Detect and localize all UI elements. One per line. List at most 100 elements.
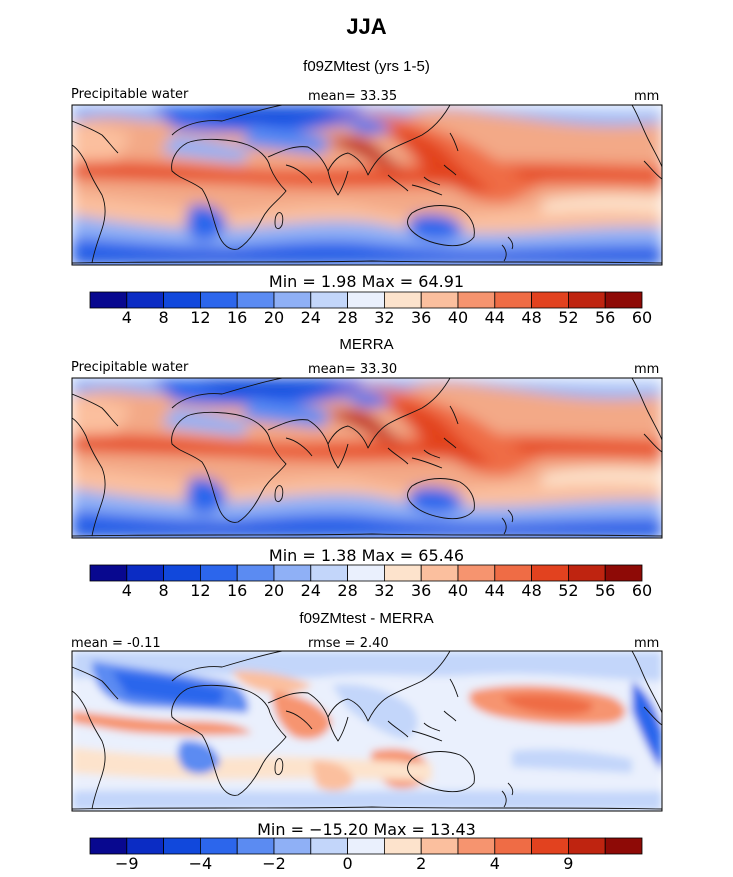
panel-obs-units: mm bbox=[634, 362, 660, 377]
colorbar-tick-label: 36 bbox=[411, 308, 432, 327]
colorbar-tick-label: 2 bbox=[416, 854, 427, 873]
colorbar-tick-label: 44 bbox=[484, 581, 505, 600]
colorbar-tick-label: 4 bbox=[121, 581, 132, 600]
colorbar-tick-label: 40 bbox=[447, 308, 469, 327]
colorbar-tick-label: 8 bbox=[158, 308, 169, 327]
colorbar-tick-label: 16 bbox=[227, 308, 248, 327]
colorbar-swatch bbox=[126, 564, 165, 582]
colorbar-swatch bbox=[420, 564, 459, 582]
colorbar-swatch bbox=[383, 291, 422, 309]
colorbar-swatch bbox=[310, 837, 348, 855]
colorbar-tick-label: 32 bbox=[374, 581, 395, 600]
colorbar-swatch bbox=[347, 564, 385, 582]
panel-obs-minmax: Min = 1.38 Max = 65.46 bbox=[268, 546, 465, 565]
map-obs-frame bbox=[71, 377, 663, 539]
colorbar-swatch bbox=[420, 291, 459, 309]
colorbar-model bbox=[89, 291, 643, 309]
colorbar-swatch bbox=[604, 837, 643, 855]
colorbar-tick-label: 44 bbox=[484, 308, 505, 327]
colorbar-tick-label: 8 bbox=[158, 581, 169, 600]
colorbar-tick-label: 24 bbox=[300, 581, 321, 600]
panel-model-title: f09ZMtest (yrs 1-5) bbox=[303, 58, 430, 75]
panel-diff-title: f09ZMtest - MERRA bbox=[299, 610, 434, 627]
colorbar-tick-label: −4 bbox=[188, 854, 213, 873]
panel-obs-mean: mean= 33.30 bbox=[308, 362, 398, 377]
colorbar-tick-label: 52 bbox=[558, 581, 579, 600]
colorbar-tick-label: 4 bbox=[121, 308, 132, 327]
colorbar-swatch bbox=[604, 291, 643, 309]
panel-model-minmax: Min = 1.98 Max = 64.91 bbox=[268, 272, 465, 291]
panel-diff-mean: mean = -0.11 bbox=[71, 636, 161, 651]
colorbar-swatch bbox=[347, 291, 385, 309]
colorbar-swatch bbox=[420, 837, 459, 855]
colorbar-swatch bbox=[163, 837, 201, 855]
colorbar-swatch bbox=[89, 837, 128, 855]
colorbar-swatch bbox=[89, 291, 128, 309]
colorbar-swatch bbox=[236, 564, 275, 582]
colorbar-swatch bbox=[236, 837, 275, 855]
colorbar-tick-label: 20 bbox=[263, 581, 285, 600]
colorbar-diff bbox=[89, 837, 643, 855]
colorbar-tick-label: 48 bbox=[521, 308, 542, 327]
colorbar-swatch bbox=[568, 564, 606, 582]
map-diff bbox=[72, 651, 662, 811]
colorbar-tick-label: −2 bbox=[262, 854, 286, 873]
colorbar-swatch bbox=[568, 837, 606, 855]
panel-model-mean: mean= 33.35 bbox=[308, 89, 398, 104]
map-model-frame bbox=[71, 104, 663, 266]
colorbar-swatch bbox=[604, 564, 643, 582]
colorbar-swatch bbox=[310, 291, 348, 309]
colorbar-tick-label: 9 bbox=[563, 854, 574, 873]
panel-diff-rmse: rmse = 2.40 bbox=[308, 636, 389, 651]
panel-diff-units: mm bbox=[634, 636, 660, 651]
colorbar-tick-label: 56 bbox=[595, 581, 616, 600]
colorbar-swatch bbox=[494, 564, 532, 582]
colorbar-obs bbox=[89, 564, 643, 582]
colorbar-tick-label: −9 bbox=[115, 854, 139, 873]
colorbar-tick-label: 56 bbox=[595, 308, 616, 327]
colorbar-swatch bbox=[273, 291, 312, 309]
colorbar-swatch bbox=[568, 291, 606, 309]
colorbar-tick-label: 36 bbox=[411, 581, 432, 600]
colorbar-swatch bbox=[494, 837, 532, 855]
panel-obs-field-label: Precipitable water bbox=[71, 360, 189, 375]
colorbar-swatch bbox=[457, 837, 496, 855]
colorbar-swatch bbox=[273, 837, 312, 855]
colorbar-swatch bbox=[163, 564, 201, 582]
colorbar-swatch bbox=[457, 291, 496, 309]
colorbar-tick-label: 28 bbox=[337, 308, 358, 327]
colorbar-tick-label: 16 bbox=[227, 581, 248, 600]
colorbar-tick-label: 32 bbox=[374, 308, 395, 327]
season-title: JJA bbox=[346, 14, 387, 39]
colorbar-tick-label: 24 bbox=[300, 308, 321, 327]
colorbar-tick-label: 4 bbox=[489, 854, 500, 873]
panel-model-units: mm bbox=[634, 89, 660, 104]
colorbar-tick-label: 0 bbox=[342, 854, 353, 873]
colorbar-swatch bbox=[457, 564, 496, 582]
colorbar-swatch bbox=[531, 564, 569, 582]
colorbar-tick-label: 60 bbox=[631, 581, 653, 600]
colorbar-swatch bbox=[347, 837, 385, 855]
colorbar-tick-label: 28 bbox=[337, 581, 358, 600]
colorbar-swatch bbox=[199, 837, 238, 855]
colorbar-swatch bbox=[163, 291, 201, 309]
map-diff-frame bbox=[71, 650, 663, 812]
colorbar-swatch bbox=[531, 837, 569, 855]
colorbar-swatch bbox=[89, 564, 128, 582]
colorbar-swatch bbox=[383, 837, 422, 855]
colorbar-swatch bbox=[273, 564, 312, 582]
colorbar-swatch bbox=[236, 291, 275, 309]
colorbar-swatch bbox=[126, 837, 165, 855]
panel-model-field-label: Precipitable water bbox=[71, 87, 189, 102]
colorbar-tick-label: 12 bbox=[190, 308, 211, 327]
panel-obs-title: MERRA bbox=[339, 336, 394, 353]
colorbar-tick-label: 20 bbox=[263, 308, 285, 327]
colorbar-swatch bbox=[126, 291, 165, 309]
map-obs bbox=[72, 378, 662, 538]
colorbar-swatch bbox=[310, 564, 348, 582]
colorbar-swatch bbox=[531, 291, 569, 309]
colorbar-tick-label: 60 bbox=[631, 308, 653, 327]
colorbar-tick-label: 52 bbox=[558, 308, 579, 327]
colorbar-swatch bbox=[494, 291, 532, 309]
